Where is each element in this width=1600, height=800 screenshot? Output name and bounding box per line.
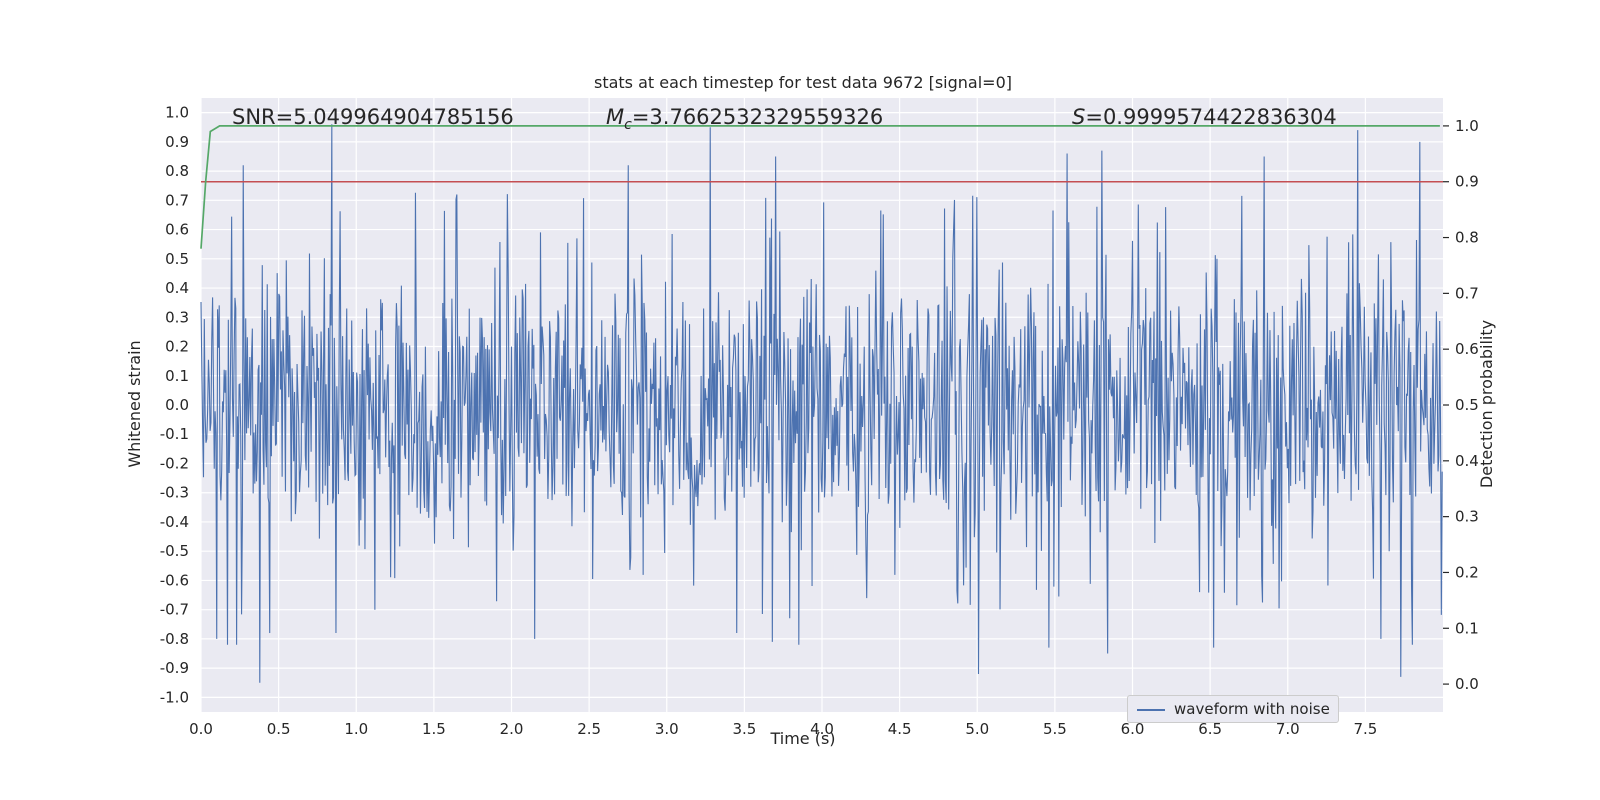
y-axis-right-label: Detection probability — [1477, 320, 1496, 488]
statistic-symbol: S — [1072, 105, 1085, 129]
x-tick-label-1: 0.5 — [267, 720, 291, 738]
x-tick-label-10: 5.0 — [965, 720, 989, 738]
snr-annotation: SNR=5.049964904785156 — [232, 105, 514, 129]
chirp-mass-value: =3.7662532329559326 — [632, 105, 883, 129]
x-tick-label-4: 2.0 — [500, 720, 524, 738]
y-tick-label-5: 0.5 — [165, 250, 189, 268]
y-tick-label-6: 0.4 — [165, 279, 189, 297]
plot-area — [200, 124, 1443, 683]
x-tick-label-13: 6.5 — [1198, 720, 1222, 738]
y-tick-label-17: -0.7 — [160, 601, 189, 619]
y-tick-label-7: 0.3 — [165, 308, 189, 326]
x-tick-label-8: 4.0 — [810, 720, 834, 738]
legend-label: waveform with noise — [1174, 700, 1330, 718]
y-tick-label-15: -0.5 — [160, 542, 189, 560]
chirp-mass-symbol: M — [606, 105, 624, 129]
y-tick-label-19: -0.9 — [160, 659, 189, 677]
y-tick-label-3: 0.7 — [165, 191, 189, 209]
y-right-tick-label-10: 0.0 — [1455, 675, 1479, 693]
x-tick-label-3: 1.5 — [422, 720, 446, 738]
snr-statistic-annotation: S=0.9999574422836304 — [1072, 105, 1337, 129]
y-tick-label-8: 0.2 — [165, 338, 189, 356]
x-tick-label-7: 3.5 — [732, 720, 756, 738]
y-tick-label-0: 1.0 — [165, 104, 189, 122]
x-axis-ticks: 0.0 0.5 1.0 1.5 2.0 2.5 3.0 3.5 4.0 4.5 5.0 5.5 6.0 6… — [189, 720, 1377, 738]
y-axis-ticks: 1.0 0.9 0.8 0.7 0.6 0.5 0.4 0.3 0.2 0.1 0.0 -0.1 -0.… — [160, 104, 189, 707]
x-tick-label-9: 4.5 — [888, 720, 912, 738]
y-right-tick-label-2: 0.8 — [1455, 229, 1479, 247]
y-tick-label-13: -0.3 — [160, 484, 189, 502]
y-right-tick-label-5: 0.5 — [1455, 396, 1479, 414]
x-tick-label-11: 5.5 — [1043, 720, 1067, 738]
x-tick-label-5: 2.5 — [577, 720, 601, 738]
y-tick-label-16: -0.6 — [160, 571, 189, 589]
y-right-tick-label-0: 1.0 — [1455, 117, 1479, 135]
y-tick-label-4: 0.6 — [165, 221, 189, 239]
y-axis-right-ticks: 1.0 0.9 0.8 0.7 0.6 0.5 0.4 0.3 0.2 0.1 0.0 — [1443, 117, 1479, 693]
chirp-mass-subscript: c — [624, 117, 632, 133]
y-right-tick-label-1: 0.9 — [1455, 173, 1479, 191]
y-tick-label-10: 0.0 — [165, 396, 189, 414]
statistic-value: =0.9999574422836304 — [1085, 105, 1336, 129]
y-tick-label-20: -1.0 — [160, 688, 189, 706]
chart-title: stats at each timestep for test data 967… — [594, 73, 1012, 92]
probability-series — [200, 125, 1440, 249]
y-tick-label-1: 0.9 — [165, 133, 189, 151]
y-tick-label-18: -0.8 — [160, 630, 189, 648]
x-tick-label-2: 1.0 — [344, 720, 368, 738]
legend-swatch — [1137, 709, 1165, 711]
y-tick-label-12: -0.2 — [160, 454, 189, 472]
legend: waveform with noise — [1127, 695, 1339, 723]
x-tick-label-15: 7.5 — [1353, 720, 1377, 738]
y-right-tick-label-7: 0.3 — [1455, 508, 1479, 526]
y-tick-label-2: 0.8 — [165, 162, 189, 180]
y-tick-label-14: -0.4 — [160, 513, 189, 531]
x-tick-label-6: 3.0 — [655, 720, 679, 738]
x-tick-label-0: 0.0 — [189, 720, 213, 738]
y-right-tick-label-3: 0.7 — [1455, 284, 1479, 302]
chirp-mass-annotation: Mc=3.7662532329559326 — [606, 105, 883, 133]
x-tick-label-14: 7.0 — [1276, 720, 1300, 738]
y-right-tick-label-6: 0.4 — [1455, 452, 1479, 470]
y-axis-label: Whitened strain — [125, 340, 144, 467]
waveform-series — [200, 124, 1443, 683]
x-tick-label-12: 6.0 — [1121, 720, 1145, 738]
y-right-tick-label-4: 0.6 — [1455, 340, 1479, 358]
y-tick-label-9: 0.1 — [165, 367, 189, 385]
y-tick-label-11: -0.1 — [160, 425, 189, 443]
x-axis-label: Time (s) — [769, 729, 835, 748]
y-right-tick-label-9: 0.1 — [1455, 619, 1479, 637]
y-right-tick-label-8: 0.2 — [1455, 563, 1479, 581]
